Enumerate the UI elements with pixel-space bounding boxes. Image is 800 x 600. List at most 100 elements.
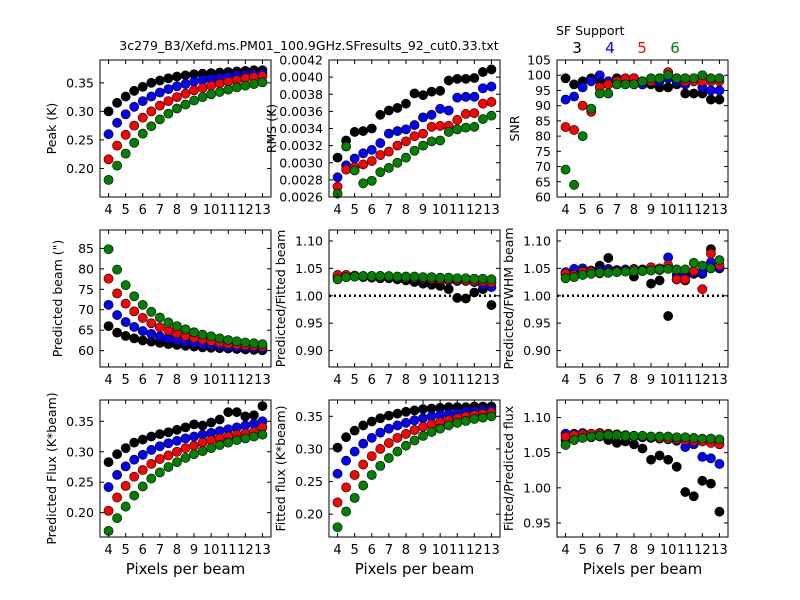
data-point-series-2 bbox=[180, 433, 191, 444]
data-point-series-2 bbox=[697, 452, 708, 462]
data-point-series-3 bbox=[671, 274, 682, 285]
y-tick-label: 1.05 bbox=[523, 445, 551, 460]
data-point-series-4 bbox=[654, 264, 665, 275]
data-point-series-3 bbox=[341, 482, 351, 493]
data-point-series-4 bbox=[477, 114, 488, 124]
x-tick-label: 9 bbox=[647, 373, 655, 388]
data-point-series-1 bbox=[706, 94, 716, 105]
y-axis-label: Fitted flux (K*beam) bbox=[273, 406, 288, 532]
data-point-series-4 bbox=[392, 157, 403, 168]
data-point-series-4 bbox=[577, 270, 588, 280]
x-tick-label: 12 bbox=[237, 543, 254, 558]
x-tick-label: 10 bbox=[432, 543, 449, 558]
data-point-series-2 bbox=[366, 432, 377, 443]
data-point-series-1 bbox=[366, 123, 377, 134]
sf-support-5: 5 bbox=[637, 39, 647, 57]
data-point-series-1 bbox=[358, 126, 369, 136]
chart-panel-9: 4 5 6 7 8 9 10 11 12 13 0.95 1.00 1.05 1.10 Fitted/Pre… bbox=[501, 399, 729, 578]
data-point-series-2 bbox=[594, 70, 605, 81]
data-point-series-4 bbox=[240, 337, 251, 348]
data-point-series-4 bbox=[112, 513, 122, 524]
x-tick-label: 7 bbox=[385, 543, 393, 558]
y-tick-label: 60 bbox=[535, 190, 551, 205]
data-point-series-4 bbox=[435, 423, 446, 434]
data-point-series-3 bbox=[103, 273, 114, 284]
data-point-series-1 bbox=[435, 85, 446, 96]
data-point-series-4 bbox=[697, 70, 708, 81]
data-point-series-3 bbox=[392, 432, 403, 443]
data-point-series-2 bbox=[137, 449, 148, 460]
data-point-series-4 bbox=[654, 431, 665, 442]
data-point-series-4 bbox=[231, 336, 242, 347]
data-point-series-2 bbox=[137, 326, 148, 336]
x-tick-label: 6 bbox=[139, 373, 147, 388]
data-point-series-4 bbox=[103, 174, 114, 185]
y-tick-label: 1.05 bbox=[295, 261, 323, 276]
data-point-series-1 bbox=[240, 411, 251, 422]
data-point-series-2 bbox=[154, 331, 165, 342]
data-point-series-2 bbox=[163, 84, 174, 95]
data-point-series-1 bbox=[426, 86, 437, 97]
data-point-series-4 bbox=[392, 271, 403, 282]
data-point-series-2 bbox=[120, 317, 131, 327]
data-point-series-1 bbox=[443, 284, 454, 295]
data-point-series-3 bbox=[426, 121, 437, 132]
y-tick-label: 0.20 bbox=[66, 505, 94, 520]
y-tick-label: 1.05 bbox=[523, 261, 551, 276]
data-point-series-4 bbox=[671, 73, 682, 84]
x-tick-label: 12 bbox=[466, 203, 483, 218]
data-point-series-2 bbox=[154, 441, 165, 452]
y-tick-label: 1.10 bbox=[523, 410, 551, 425]
data-point-series-4 bbox=[486, 274, 497, 285]
data-point-series-4 bbox=[586, 268, 597, 279]
axes-frame bbox=[556, 59, 729, 198]
x-tick-label: 9 bbox=[647, 543, 655, 558]
x-tick-label: 13 bbox=[711, 203, 728, 218]
x-tick-label: 5 bbox=[351, 203, 359, 218]
data-point-series-2 bbox=[486, 81, 497, 92]
data-point-series-3 bbox=[129, 120, 140, 131]
data-point-series-3 bbox=[366, 156, 377, 166]
x-tick-label: 10 bbox=[203, 203, 220, 218]
data-point-series-1 bbox=[120, 331, 131, 341]
data-point-series-1 bbox=[392, 103, 403, 113]
data-point-series-2 bbox=[358, 148, 369, 159]
x-tick-label: 5 bbox=[579, 203, 587, 218]
chart-panel-4: 4 5 6 7 8 9 10 11 12 13 60 65 70 75 80 85 Predicted beam… bbox=[50, 229, 272, 388]
data-point-series-1 bbox=[460, 293, 471, 304]
data-point-series-2 bbox=[577, 82, 588, 93]
axes-frame bbox=[99, 59, 272, 198]
data-point-series-1 bbox=[654, 275, 665, 286]
data-point-series-3 bbox=[112, 288, 122, 299]
data-point-series-4 bbox=[688, 257, 699, 268]
data-point-series-4 bbox=[248, 431, 259, 442]
data-point-series-4 bbox=[452, 417, 463, 428]
data-point-series-4 bbox=[486, 110, 497, 121]
data-point-series-4 bbox=[603, 88, 614, 99]
data-point-series-3 bbox=[129, 471, 140, 482]
y-axis-label: Predicted/FWHM beam bbox=[501, 227, 516, 369]
data-point-series-4 bbox=[560, 273, 571, 284]
y-tick-label: 0.25 bbox=[66, 475, 94, 490]
y-tick-label: 0.90 bbox=[295, 343, 323, 358]
data-point-series-2 bbox=[392, 420, 403, 431]
y-tick-label: 0.25 bbox=[295, 474, 323, 489]
data-point-series-4 bbox=[646, 265, 656, 276]
data-point-series-1 bbox=[349, 425, 360, 436]
data-point-series-4 bbox=[714, 434, 725, 445]
data-point-series-3 bbox=[137, 465, 148, 475]
data-point-series-2 bbox=[560, 94, 571, 105]
data-point-series-4 bbox=[629, 266, 639, 276]
data-point-series-1 bbox=[366, 416, 377, 427]
data-point-series-2 bbox=[129, 454, 140, 465]
x-tick-label: 13 bbox=[483, 203, 500, 218]
y-tick-label: 0.20 bbox=[295, 507, 323, 522]
data-point-series-4 bbox=[375, 167, 386, 178]
x-tick-label: 6 bbox=[596, 373, 604, 388]
data-point-series-4 bbox=[688, 433, 699, 443]
y-tick-label: 70 bbox=[78, 302, 94, 317]
data-point-series-4 bbox=[594, 267, 605, 278]
y-axis-label: Peak (K) bbox=[44, 103, 59, 155]
data-point-series-4 bbox=[172, 103, 182, 114]
data-point-series-1 bbox=[163, 73, 174, 84]
